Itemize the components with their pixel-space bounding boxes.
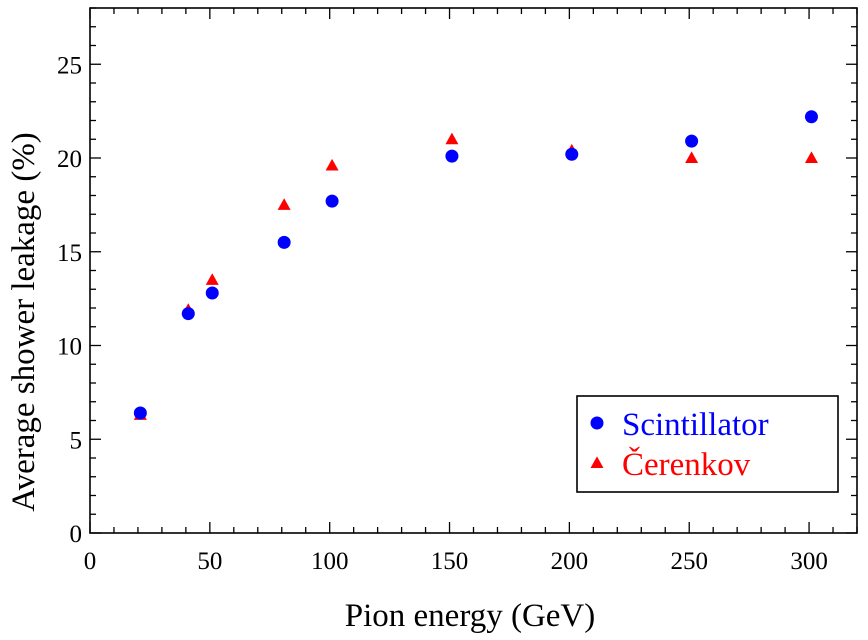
legend-scintillator-marker — [590, 416, 604, 430]
x-tick-label: 250 — [670, 548, 708, 575]
y-tick-label: 5 — [70, 427, 83, 454]
x-axis-label: Pion energy (GeV) — [345, 598, 596, 634]
data-points — [133, 110, 818, 420]
legend-scintillator-label: Scintillator — [622, 407, 769, 443]
x-tick-label: 300 — [790, 548, 828, 575]
scintillator-point — [181, 307, 195, 321]
x-tick-label: 100 — [311, 548, 349, 575]
scintillator-point — [804, 110, 818, 124]
y-axis-label: Average shower leakage (%) — [6, 132, 42, 512]
cerenkov-point — [685, 151, 699, 163]
cerenkov-point — [445, 132, 459, 145]
y-tick-label: 20 — [57, 146, 82, 173]
legend-cerenkov-marker — [590, 456, 604, 468]
scintillator-point — [277, 235, 291, 249]
axis-ticks: 0 50 100 150 200 250 300 0 5 10 15 20 25 — [57, 7, 858, 575]
cerenkov-point — [277, 198, 291, 210]
y-tick-label: 10 — [57, 334, 82, 361]
cerenkov-point — [804, 151, 818, 163]
y-tick-label: 0 — [70, 521, 83, 548]
y-tick-label: 25 — [57, 52, 82, 79]
x-tick-label: 0 — [84, 548, 97, 575]
x-tick-label: 50 — [197, 548, 222, 575]
scintillator-point — [685, 134, 699, 148]
plot-frame — [89, 7, 858, 534]
legend-cerenkov-label: Čerenkov — [622, 445, 751, 483]
cerenkov-point — [205, 273, 219, 285]
legend-box — [576, 395, 839, 493]
scintillator-point — [325, 194, 339, 208]
scintillator-point — [133, 406, 147, 420]
scintillator-point — [205, 286, 219, 300]
scintillator-point — [565, 147, 579, 161]
y-tick-label: 15 — [57, 240, 82, 267]
x-tick-label: 150 — [431, 548, 469, 575]
x-tick-label: 200 — [551, 548, 589, 575]
cerenkov-point — [325, 158, 339, 171]
scintillator-point — [445, 149, 459, 163]
